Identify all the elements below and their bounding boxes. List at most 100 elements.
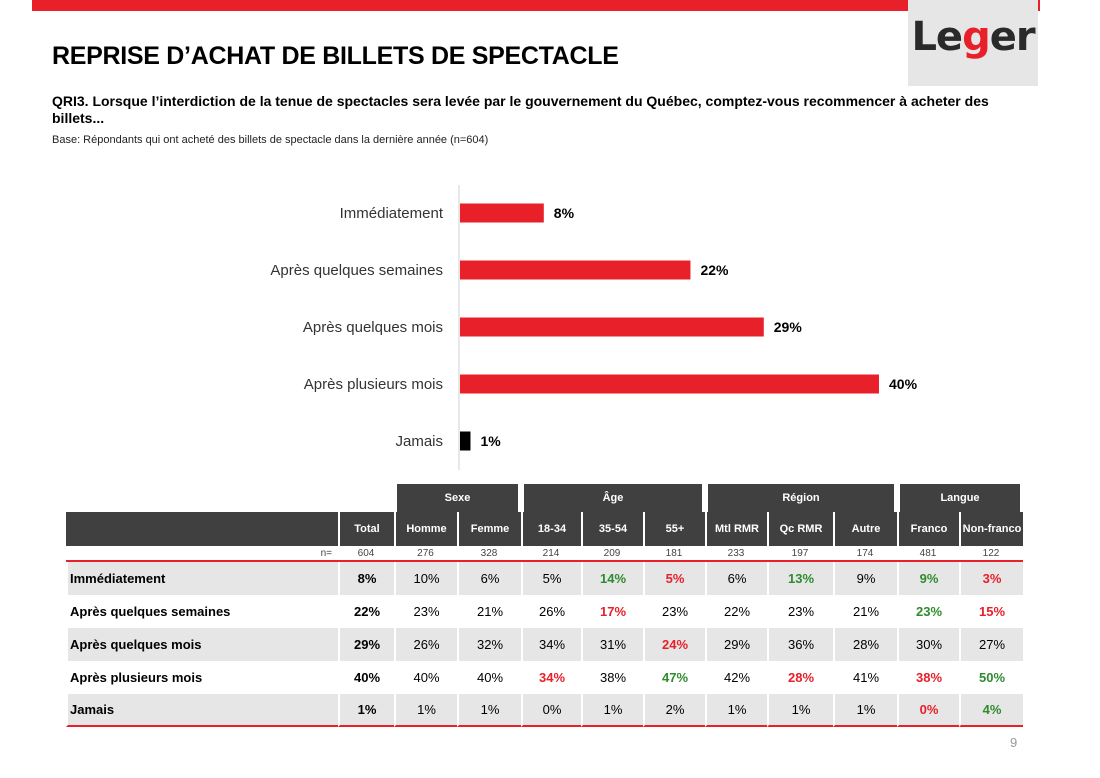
table-cell: 28% [833, 628, 897, 661]
table-cell: 38% [581, 661, 643, 694]
table-cell: 34% [521, 661, 581, 694]
total-cell: 40% [338, 661, 394, 694]
question-text: QRI3. Lorsque l’interdiction de la tenue… [52, 93, 989, 126]
table-cell: 1% [457, 694, 521, 727]
table-row: Après quelques semaines 22% 23% 21% 26% 17% 23… [66, 595, 1023, 628]
table-cell: 23% [394, 595, 457, 628]
table-cell: 15% [959, 595, 1023, 628]
row-label: Immédiatement [66, 562, 338, 595]
table-cell: 38% [897, 661, 959, 694]
table-cell: 23% [643, 595, 705, 628]
table-cell: 28% [767, 661, 833, 694]
table-cell: 26% [394, 628, 457, 661]
row-label: Après quelques semaines [66, 595, 338, 628]
n-value: 214 [521, 546, 581, 562]
table-row: Immédiatement 8% 10% 6% 5% 14% 5% 6% 13% 9% 9% 3% [66, 562, 1023, 595]
row-label: Après quelques mois [66, 628, 338, 661]
row-label: Jamais [66, 694, 338, 727]
column-header: 55+ [643, 512, 705, 546]
table-cell: 3% [959, 562, 1023, 595]
group-header-langue: Langue [897, 484, 1023, 512]
table-cell: 31% [581, 628, 643, 661]
leger-logo: Leger [908, 0, 1038, 86]
table-cell: 13% [767, 562, 833, 595]
bar-chart: Immédiatement 8% Après quelques semaines 22… [0, 180, 1100, 485]
table-cell: 1% [833, 694, 897, 727]
total-cell: 29% [338, 628, 394, 661]
table-cell: 1% [767, 694, 833, 727]
data-label: 22% [700, 262, 729, 278]
table-cell: 26% [521, 595, 581, 628]
n-value: 604 [338, 546, 394, 562]
column-header: Femme [457, 512, 521, 546]
table-cell: 5% [521, 562, 581, 595]
top-accent-bar [32, 0, 1040, 11]
n-value: 481 [897, 546, 959, 562]
table-cell: 17% [581, 595, 643, 628]
table-cell: 24% [643, 628, 705, 661]
data-label: 29% [774, 319, 803, 335]
column-header: Franco [897, 512, 959, 546]
total-cell: 1% [338, 694, 394, 727]
group-header-sexe: Sexe [394, 484, 521, 512]
bar [460, 203, 544, 223]
n-value: 328 [457, 546, 521, 562]
base-note: Base: Répondants qui ont acheté des bill… [52, 134, 489, 146]
table-cell: 23% [897, 595, 959, 628]
table-cell: 41% [833, 661, 897, 694]
table-cell: 47% [643, 661, 705, 694]
bar [460, 317, 764, 337]
table-row: Après plusieurs mois 40% 40% 40% 34% 38% 47% 42… [66, 661, 1023, 694]
category-label: Après quelques semaines [270, 262, 443, 279]
table-cell: 9% [897, 562, 959, 595]
header-blank [66, 512, 338, 546]
category-label: Jamais [395, 433, 443, 450]
table-cell: 10% [394, 562, 457, 595]
column-header: 35-54 [581, 512, 643, 546]
n-value: 276 [394, 546, 457, 562]
bar [460, 431, 471, 451]
data-label: 40% [889, 376, 918, 392]
group-header-age: Âge [521, 484, 705, 512]
page-title: REPRISE D’ACHAT DE BILLETS DE SPECTACLE [52, 42, 619, 70]
group-header-region: Région [705, 484, 897, 512]
table-cell: 6% [457, 562, 521, 595]
category-label: Après plusieurs mois [304, 376, 443, 393]
column-header: 18-34 [521, 512, 581, 546]
table-cell: 22% [705, 595, 767, 628]
n-value: 122 [959, 546, 1023, 562]
table-cell: 0% [521, 694, 581, 727]
crosstab-table: Sexe Âge Région Langue Total Homme Femme 18… [66, 484, 1023, 727]
table-cell: 1% [581, 694, 643, 727]
table-cell: 40% [394, 661, 457, 694]
table-cell: 50% [959, 661, 1023, 694]
column-header: Homme [394, 512, 457, 546]
table-cell: 36% [767, 628, 833, 661]
table-cell: 21% [833, 595, 897, 628]
table-cell: 42% [705, 661, 767, 694]
bar [460, 374, 879, 394]
n-value: 181 [643, 546, 705, 562]
table-cell: 14% [581, 562, 643, 595]
table-cell: 4% [959, 694, 1023, 727]
table-cell: 29% [705, 628, 767, 661]
table-cell: 9% [833, 562, 897, 595]
n-value: 197 [767, 546, 833, 562]
category-label: Immédiatement [340, 205, 444, 222]
category-label: Après quelques mois [303, 319, 443, 336]
n-value: 209 [581, 546, 643, 562]
n-value: 174 [833, 546, 897, 562]
table-cell: 0% [897, 694, 959, 727]
column-header: Mtl RMR [705, 512, 767, 546]
n-value: 233 [705, 546, 767, 562]
column-header: Total [338, 512, 394, 546]
table-cell: 32% [457, 628, 521, 661]
column-header: Qc RMR [767, 512, 833, 546]
total-cell: 22% [338, 595, 394, 628]
table-row: Après quelques mois 29% 26% 32% 34% 31% 24% 29%… [66, 628, 1023, 661]
bar [460, 260, 691, 280]
bar-chart-svg: Immédiatement 8% Après quelques semaines 22… [270, 185, 918, 470]
page-number: 9 [1010, 735, 1018, 750]
column-header: Non-franco [959, 512, 1023, 546]
table-cell: 23% [767, 595, 833, 628]
